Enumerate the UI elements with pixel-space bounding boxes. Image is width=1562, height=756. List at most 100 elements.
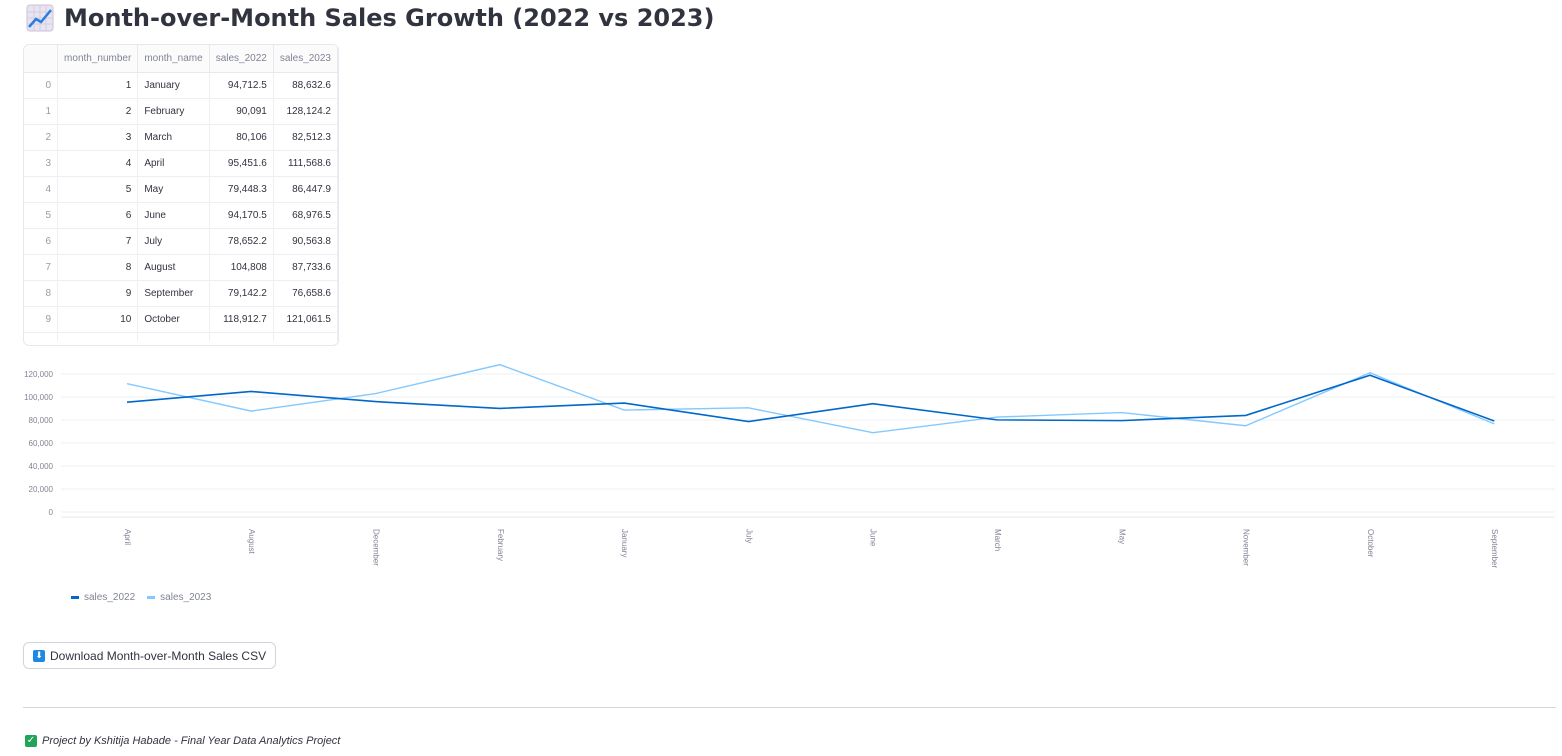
table-row-partial (24, 332, 338, 341)
empty-cell (24, 332, 59, 341)
download-csv-label: Download Month-over-Month Sales CSV (50, 648, 267, 663)
sales-2022-cell[interactable]: 104,808 (209, 254, 274, 281)
sales-2023-cell[interactable]: 88,632.6 (273, 72, 338, 99)
month-name-cell[interactable]: January (137, 72, 210, 99)
sales-2023-cell[interactable]: 90,563.8 (273, 228, 338, 255)
table-row[interactable]: 9 10 October 118,912.7 121,061.5 (24, 306, 338, 333)
sales-2022-cell[interactable]: 80,106 (209, 124, 274, 151)
month-name-cell[interactable]: September (137, 280, 210, 307)
sales-2022-cell[interactable]: 79,142.2 (209, 280, 274, 307)
sales-2022-cell[interactable]: 90,091 (209, 98, 274, 125)
month-name-cell[interactable]: March (137, 124, 210, 151)
sales-2023-cell[interactable]: 111,568.6 (273, 150, 338, 177)
month-number-cell[interactable]: 6 (57, 202, 139, 229)
sales-2022-cell[interactable]: 78,652.2 (209, 228, 274, 255)
table-row[interactable]: 2 3 March 80,106 82,512.3 (24, 124, 338, 151)
legend-item-sales-2023[interactable]: sales_2023 (147, 592, 211, 603)
sales-2023-cell[interactable]: 86,447.9 (273, 176, 338, 203)
sales-2022-cell[interactable]: 94,712.5 (209, 72, 274, 99)
row-index-cell[interactable]: 8 (24, 280, 59, 307)
y-tick-label: 80,000 (29, 416, 54, 425)
sales-2023-cell[interactable]: 68,976.5 (273, 202, 338, 229)
row-index-cell[interactable]: 4 (24, 176, 59, 203)
download-arrow-icon: ⬇ (33, 649, 45, 662)
row-index-cell[interactable]: 7 (24, 254, 59, 281)
month-name-cell[interactable]: October (137, 306, 210, 333)
divider (23, 707, 1556, 708)
sales-2023-cell[interactable]: 121,061.5 (273, 306, 338, 333)
x-tick-label: July (744, 529, 753, 543)
footer-caption: ✓ Project by Kshitija Habade - Final Yea… (25, 735, 340, 747)
column-header-month-name[interactable]: month_name (137, 45, 210, 73)
table-row[interactable]: 7 8 August 104,808 87,733.6 (24, 254, 338, 281)
sales-2023-cell[interactable]: 87,733.6 (273, 254, 338, 281)
x-tick-label: August (247, 529, 256, 555)
y-tick-label: 40,000 (29, 462, 54, 471)
x-tick-label: November (1242, 529, 1251, 566)
x-tick-label: April (123, 529, 132, 545)
legend-item-sales-2022[interactable]: sales_2022 (71, 592, 135, 603)
row-index-cell[interactable]: 1 (24, 98, 59, 125)
sales-2022-cell[interactable]: 95,451.6 (209, 150, 274, 177)
month-name-cell[interactable]: August (137, 254, 210, 281)
page-header: Month-over-Month Sales Growth (2022 vs 2… (26, 2, 714, 34)
column-header-sales-2022[interactable]: sales_2022 (209, 45, 274, 73)
month-number-cell[interactable]: 4 (57, 150, 139, 177)
column-header-month-number[interactable]: month_number (57, 45, 139, 73)
index-column-header[interactable] (24, 45, 59, 73)
month-number-cell[interactable]: 7 (57, 228, 139, 255)
table-row[interactable]: 0 1 January 94,712.5 88,632.6 (24, 72, 338, 99)
table-header-row: month_number month_name sales_2022 sales… (24, 45, 338, 73)
row-index-cell[interactable]: 6 (24, 228, 59, 255)
legend-swatch-sales-2022 (71, 596, 79, 599)
series-line-sales-2022[interactable] (126, 374, 1495, 423)
y-tick-label: 120,000 (24, 370, 53, 379)
sales-data-table[interactable]: month_number month_name sales_2022 sales… (23, 44, 339, 346)
month-number-cell[interactable]: 8 (57, 254, 139, 281)
row-index-cell[interactable]: 9 (24, 306, 59, 333)
y-tick-label: 100,000 (24, 393, 53, 402)
legend-label-sales-2023: sales_2023 (160, 592, 212, 603)
row-index-cell[interactable]: 0 (24, 72, 59, 99)
y-tick-label: 60,000 (29, 439, 54, 448)
sales-2022-cell[interactable]: 94,170.5 (209, 202, 274, 229)
sales-2023-cell[interactable]: 76,658.6 (273, 280, 338, 307)
row-index-cell[interactable]: 2 (24, 124, 59, 151)
column-header-sales-2023[interactable]: sales_2023 (273, 45, 338, 73)
legend-label-sales-2022: sales_2022 (84, 592, 136, 603)
month-number-cell[interactable]: 9 (57, 280, 139, 307)
month-number-cell[interactable]: 5 (57, 176, 139, 203)
row-index-cell[interactable]: 3 (24, 150, 59, 177)
month-number-cell[interactable]: 10 (57, 306, 139, 333)
sales-2022-cell[interactable]: 118,912.7 (209, 306, 274, 333)
sales-2022-cell[interactable]: 79,448.3 (209, 176, 274, 203)
empty-cell (209, 332, 274, 341)
month-number-cell[interactable]: 1 (57, 72, 139, 99)
y-tick-label: 0 (49, 508, 54, 517)
chart-legend: sales_2022 sales_2023 (71, 592, 211, 603)
row-index-cell[interactable]: 5 (24, 202, 59, 229)
table-row[interactable]: 4 5 May 79,448.3 86,447.9 (24, 176, 338, 203)
table-row[interactable]: 3 4 April 95,451.6 111,568.6 (24, 150, 338, 177)
month-name-cell[interactable]: May (137, 176, 210, 203)
month-name-cell[interactable]: July (137, 228, 210, 255)
footer-text: Project by Kshitija Habade - Final Year … (42, 735, 341, 747)
series-line-sales-2023[interactable] (126, 363, 1495, 434)
table-row[interactable]: 5 6 June 94,170.5 68,976.5 (24, 202, 338, 229)
month-number-cell[interactable]: 2 (57, 98, 139, 125)
y-tick-label: 20,000 (29, 485, 54, 494)
empty-cell (137, 332, 210, 341)
download-csv-button[interactable]: ⬇ Download Month-over-Month Sales CSV (23, 642, 277, 669)
month-name-cell[interactable]: April (137, 150, 210, 177)
table-row[interactable]: 8 9 September 79,142.2 76,658.6 (24, 280, 338, 307)
month-name-cell[interactable]: June (137, 202, 210, 229)
sales-2023-cell[interactable]: 128,124.2 (273, 98, 338, 125)
table-row[interactable]: 1 2 February 90,091 128,124.2 (24, 98, 338, 125)
sales-2023-cell[interactable]: 82,512.3 (273, 124, 338, 151)
month-name-cell[interactable]: February (137, 98, 210, 125)
empty-cell (57, 332, 139, 341)
month-number-cell[interactable]: 3 (57, 124, 139, 151)
x-tick-label: December (371, 529, 380, 566)
table-row[interactable]: 6 7 July 78,652.2 90,563.8 (24, 228, 338, 255)
x-tick-label: March (993, 529, 1002, 551)
